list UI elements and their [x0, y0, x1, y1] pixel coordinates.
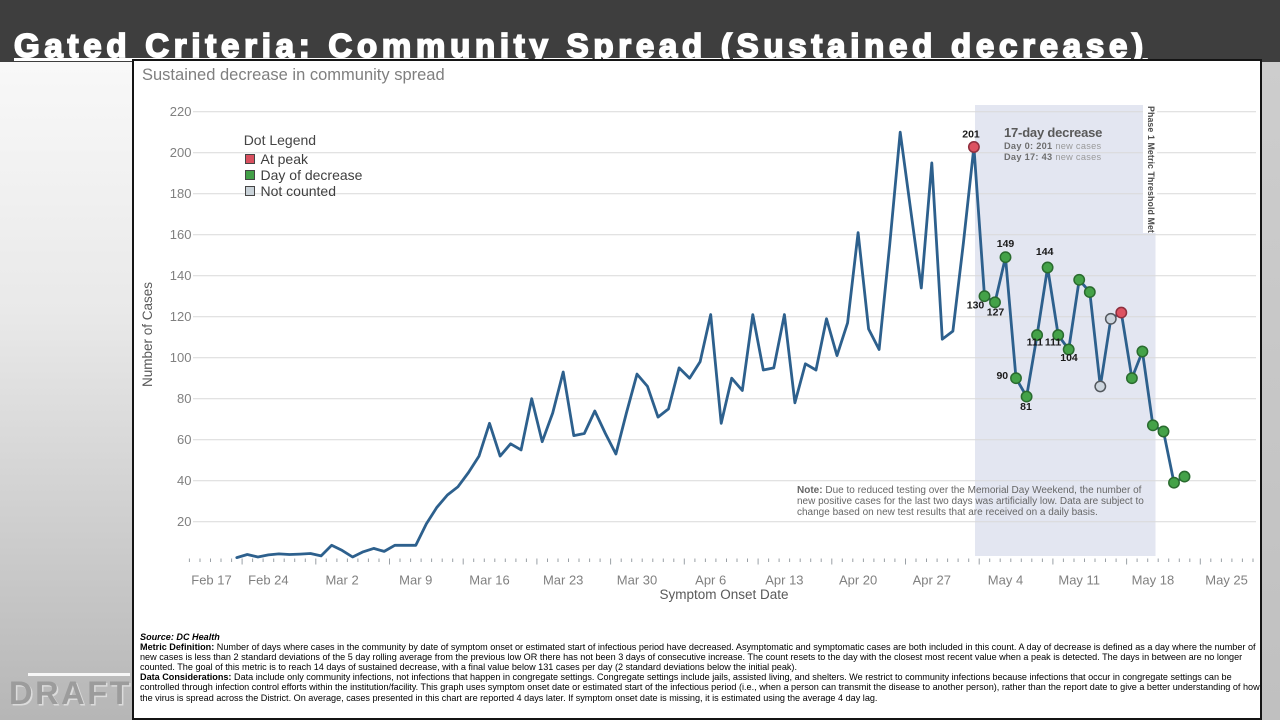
svg-text:Feb 24: Feb 24: [248, 573, 288, 588]
svg-text:40: 40: [177, 473, 191, 488]
svg-text:140: 140: [170, 268, 192, 283]
svg-text:144: 144: [1036, 246, 1054, 258]
svg-text:Apr 27: Apr 27: [913, 573, 951, 588]
svg-text:130: 130: [967, 299, 985, 311]
svg-text:May 25: May 25: [1205, 573, 1248, 588]
svg-text:May 11: May 11: [1058, 573, 1100, 588]
svg-text:80: 80: [177, 391, 191, 406]
svg-text:200: 200: [170, 145, 192, 160]
svg-text:160: 160: [170, 227, 192, 242]
svg-text:May 4: May 4: [988, 573, 1023, 588]
svg-text:Mar 23: Mar 23: [543, 573, 583, 588]
svg-text:60: 60: [177, 432, 191, 447]
svg-text:127: 127: [987, 307, 1005, 319]
svg-text:20: 20: [177, 514, 191, 529]
svg-text:111: 111: [1045, 337, 1062, 349]
svg-text:120: 120: [170, 309, 192, 324]
svg-text:May 18: May 18: [1132, 573, 1175, 588]
svg-text:Apr 13: Apr 13: [765, 573, 803, 588]
svg-text:180: 180: [170, 186, 192, 201]
svg-text:81: 81: [1020, 401, 1032, 413]
svg-text:220: 220: [170, 104, 192, 119]
svg-text:100: 100: [170, 350, 192, 365]
svg-text:201: 201: [962, 128, 980, 140]
svg-text:Mar 30: Mar 30: [617, 573, 657, 588]
svg-text:Apr 20: Apr 20: [839, 573, 877, 588]
svg-text:90: 90: [996, 370, 1008, 382]
svg-text:Mar 2: Mar 2: [325, 573, 358, 588]
svg-text:Feb 17: Feb 17: [191, 573, 231, 588]
svg-text:Mar 9: Mar 9: [399, 573, 432, 588]
svg-text:111: 111: [1027, 337, 1044, 349]
svg-text:Mar 16: Mar 16: [469, 573, 509, 588]
svg-text:149: 149: [997, 238, 1015, 250]
svg-text:104: 104: [1060, 352, 1078, 364]
svg-text:Apr 6: Apr 6: [695, 573, 726, 588]
